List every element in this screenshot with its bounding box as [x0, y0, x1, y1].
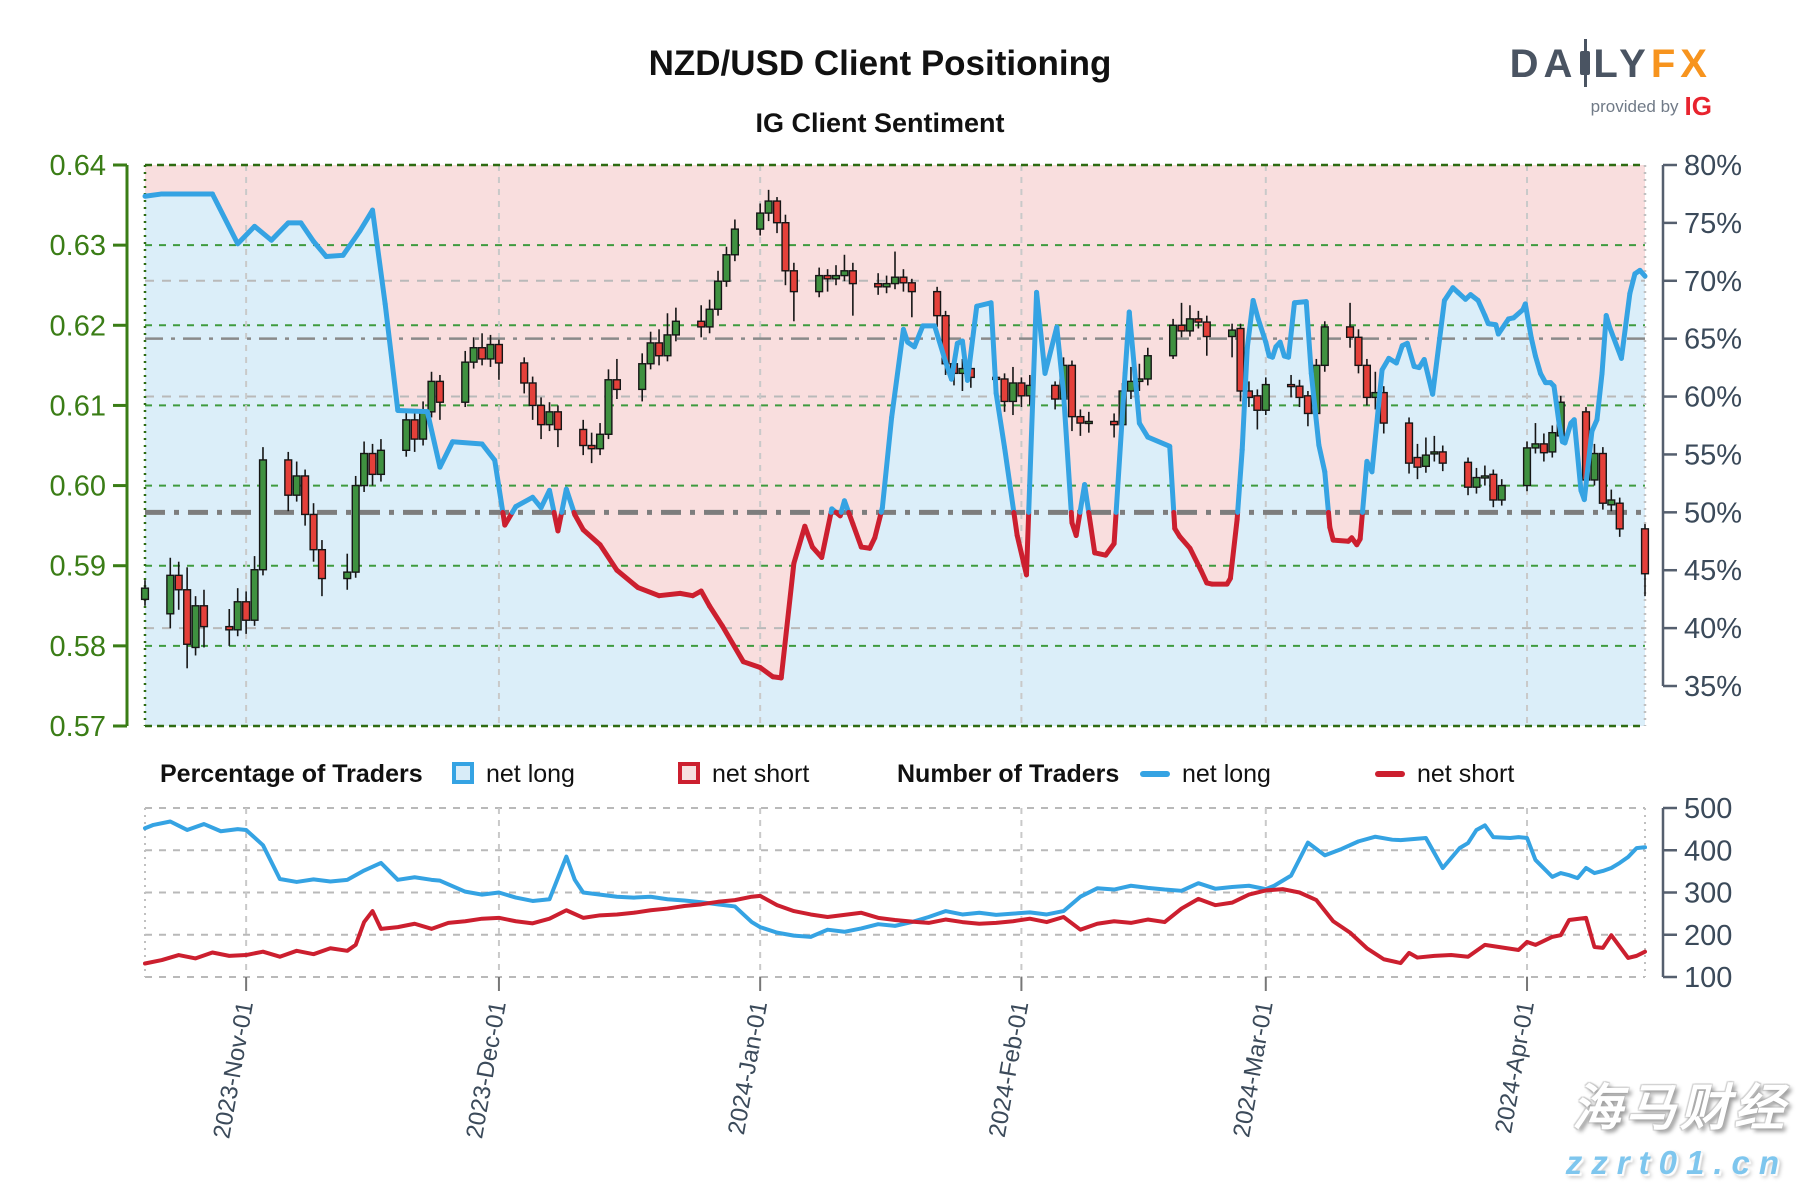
logo-text-ly: LY — [1593, 42, 1651, 86]
svg-text:0.57: 0.57 — [50, 711, 106, 743]
svg-text:300: 300 — [1684, 878, 1732, 910]
svg-text:70%: 70% — [1684, 266, 1742, 298]
svg-text:400: 400 — [1684, 835, 1732, 867]
svg-text:200: 200 — [1684, 920, 1732, 952]
svg-text:2024-Apr-01: 2024-Apr-01 — [1490, 999, 1540, 1135]
legend-net-short-label2: net short — [1417, 760, 1515, 788]
legend-net-long-label2: net long — [1182, 760, 1271, 788]
logo-text-fx: FX — [1650, 42, 1712, 86]
page-title: NZD/USD Client Positioning — [648, 44, 1112, 83]
candlestick-icon — [1579, 39, 1591, 87]
dailyfx-wordmark: DA LYFX — [1509, 39, 1712, 87]
legend-pct-title: Percentage of Traders — [160, 760, 423, 788]
svg-text:50%: 50% — [1684, 497, 1742, 529]
svg-text:80%: 80% — [1684, 150, 1742, 182]
provided-by-text: provided by — [1590, 97, 1679, 116]
svg-text:2023-Nov-01: 2023-Nov-01 — [208, 999, 259, 1140]
svg-text:0.62: 0.62 — [50, 310, 106, 342]
net-long-swatch — [452, 762, 474, 784]
svg-text:55%: 55% — [1684, 439, 1742, 471]
watermark: 海马财经 zzrt01.cn — [1566, 1068, 1788, 1182]
svg-text:0.61: 0.61 — [50, 390, 106, 422]
legend-net-short-label: net short — [712, 760, 810, 788]
legend-net-long-label: net long — [486, 760, 575, 788]
svg-text:0.58: 0.58 — [50, 631, 106, 663]
svg-text:35%: 35% — [1684, 671, 1742, 703]
provided-by: provided by IG — [1510, 91, 1712, 122]
svg-text:45%: 45% — [1684, 555, 1742, 587]
watermark-chinese: 海马财经 — [1572, 1080, 1788, 1136]
svg-text:0.59: 0.59 — [50, 551, 106, 583]
svg-text:60%: 60% — [1684, 382, 1742, 414]
svg-text:100: 100 — [1684, 962, 1732, 994]
dailyfx-logo: DA LYFX provided by IG — [1509, 39, 1712, 122]
svg-text:2024-Jan-01: 2024-Jan-01 — [723, 999, 773, 1136]
legend-num-title: Number of Traders — [897, 760, 1120, 788]
chart-subtitle: IG Client Sentiment — [755, 108, 1005, 138]
svg-text:2024-Mar-01: 2024-Mar-01 — [1228, 999, 1278, 1139]
svg-text:500: 500 — [1684, 793, 1732, 825]
net-long-line-swatch — [1140, 771, 1170, 777]
logo-text-da: DA — [1509, 42, 1578, 86]
ig-logo: IG — [1684, 91, 1712, 121]
svg-text:2023-Dec-01: 2023-Dec-01 — [461, 999, 512, 1140]
net-short-line-swatch — [1375, 771, 1405, 777]
svg-text:2024-Feb-01: 2024-Feb-01 — [984, 999, 1034, 1139]
svg-text:65%: 65% — [1684, 324, 1742, 356]
svg-text:75%: 75% — [1684, 208, 1742, 240]
net-short-swatch — [678, 762, 700, 784]
watermark-url: zzrt01.cn — [1565, 1144, 1788, 1181]
svg-text:40%: 40% — [1684, 613, 1742, 645]
svg-text:0.63: 0.63 — [50, 230, 106, 262]
svg-text:0.64: 0.64 — [50, 150, 106, 182]
svg-text:0.60: 0.60 — [50, 471, 106, 503]
